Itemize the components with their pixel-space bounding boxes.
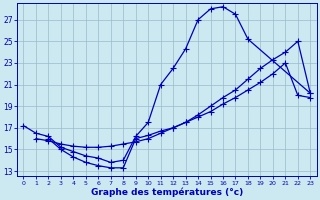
X-axis label: Graphe des températures (°c): Graphe des températures (°c) — [91, 187, 243, 197]
